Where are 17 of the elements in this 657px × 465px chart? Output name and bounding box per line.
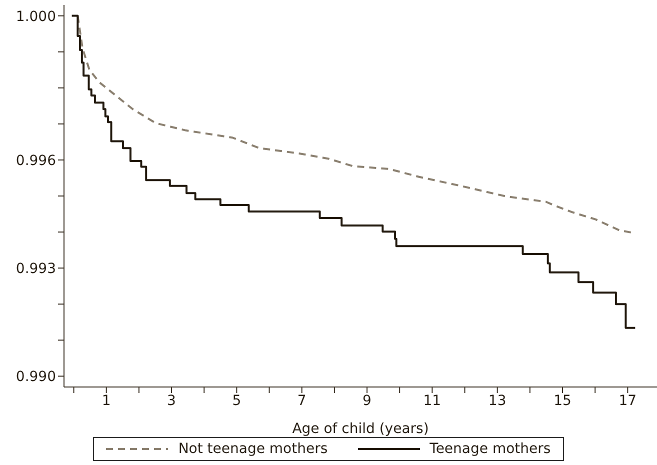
x-tick-label: 7 [297,392,306,409]
x-tick-label: 15 [554,392,572,409]
legend-label: Not teenage mothers [178,441,328,457]
y-tick-label: 0.996 [16,152,56,169]
x-tick-label: 11 [423,392,442,409]
x-tick-label: 9 [362,392,372,409]
y-tick-label: 0.990 [16,369,56,386]
x-tick-label: 1 [102,392,111,409]
x-tick-label: 17 [618,392,637,409]
line-series [76,14,634,234]
legend-label: Teenage mothers [430,441,551,457]
x-axis-title: Age of child (years) [292,421,429,437]
y-tick-label: 1.000 [16,8,56,25]
x-tick-label: 3 [167,392,176,409]
x-tick-label: 5 [232,392,242,409]
x-tick-label: 13 [488,392,506,409]
y-tick-label: 0.993 [16,261,56,278]
